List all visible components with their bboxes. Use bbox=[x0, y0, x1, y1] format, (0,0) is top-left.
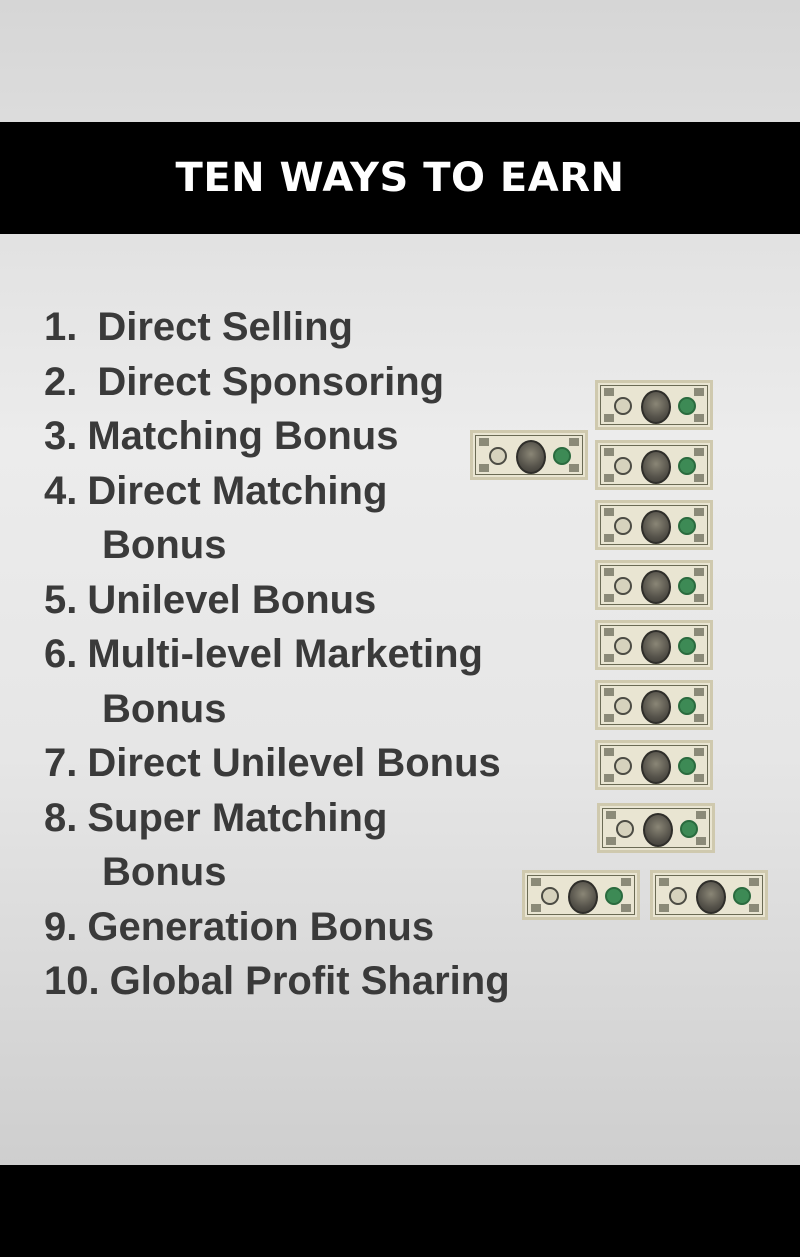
item-number: 9. bbox=[44, 904, 78, 949]
list-item-continuation: Bonus bbox=[102, 850, 227, 894]
item-number: 3. bbox=[44, 414, 78, 458]
dollar-bill-icon bbox=[597, 803, 715, 853]
item-text: Global Profit Sharing bbox=[109, 959, 510, 1003]
list-item-continuation: Bonus bbox=[102, 686, 227, 731]
list-item: 3. Matching Bonus bbox=[44, 409, 510, 464]
item-text: Generation Bonus bbox=[87, 904, 435, 949]
list-item: 7. Direct Unilevel Bonus bbox=[44, 736, 510, 791]
item-text: Direct Unilevel Bonus bbox=[87, 741, 501, 785]
item-text: Unilevel Bonus bbox=[87, 577, 377, 622]
footer-band bbox=[0, 1165, 800, 1257]
dollar-bill-icon bbox=[522, 870, 640, 920]
dollar-bill-icon bbox=[595, 440, 713, 490]
item-number: 7. bbox=[44, 741, 78, 785]
list-item: 1. Direct Selling bbox=[44, 300, 510, 355]
item-number: 2. bbox=[44, 359, 78, 404]
list-item: 9. Generation Bonus bbox=[44, 900, 510, 955]
item-number: 8. bbox=[44, 795, 78, 840]
list-item: 8. Super Matching bbox=[44, 791, 510, 846]
list-item-continuation: Bonus bbox=[102, 523, 227, 567]
item-number: 4. bbox=[44, 468, 78, 513]
item-text: Multi-level Marketing bbox=[87, 632, 483, 676]
item-text: Direct Selling bbox=[97, 305, 353, 349]
dollar-bill-icon bbox=[595, 500, 713, 550]
dollar-bill-icon bbox=[595, 620, 713, 670]
item-text: Direct Matching bbox=[87, 468, 388, 513]
item-text: Super Matching bbox=[87, 795, 388, 840]
item-text: Direct Sponsoring bbox=[97, 359, 445, 404]
item-number: 10. bbox=[44, 959, 100, 1003]
dollar-bill-icon bbox=[595, 380, 713, 430]
title-banner: TEN WAYS TO EARN bbox=[0, 122, 800, 234]
item-number: 6. bbox=[44, 632, 78, 676]
dollar-bill-icon bbox=[470, 430, 588, 480]
dollar-bill-icon bbox=[650, 870, 768, 920]
earn-list: 1. Direct Selling 2. Direct Sponsoring 3. M… bbox=[44, 300, 510, 1009]
item-number: 1. bbox=[44, 305, 78, 349]
list-item: 4. Direct Matching bbox=[44, 464, 510, 519]
list-item: 6. Multi-level Marketing bbox=[44, 627, 510, 682]
item-number: 5. bbox=[44, 577, 78, 622]
page-title: TEN WAYS TO EARN bbox=[175, 155, 625, 201]
list-item: 2. Direct Sponsoring bbox=[44, 355, 510, 410]
dollar-bill-icon bbox=[595, 680, 713, 730]
item-text: Matching Bonus bbox=[87, 414, 399, 458]
list-item: 5. Unilevel Bonus bbox=[44, 573, 510, 628]
list-item: 10. Global Profit Sharing bbox=[44, 954, 510, 1009]
dollar-bill-icon bbox=[595, 560, 713, 610]
dollar-bill-icon bbox=[595, 740, 713, 790]
